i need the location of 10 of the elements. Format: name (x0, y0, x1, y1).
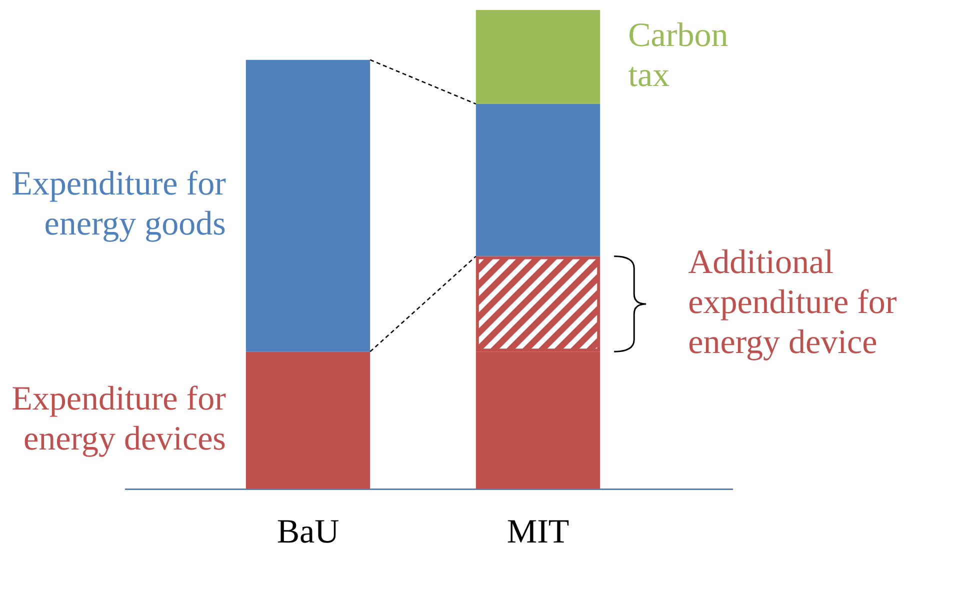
bar (476, 104, 600, 256)
series-label: Expenditure for energy devices (12, 380, 227, 458)
x-tick-label: MIT (506, 514, 570, 551)
bar (246, 352, 370, 490)
x-tick-label: BaU (276, 514, 340, 551)
bar (246, 60, 370, 352)
series-label: Carbon tax (628, 16, 728, 94)
bar (476, 10, 600, 104)
series-label: Expenditure for energy goods (12, 166, 227, 243)
text: Additional expenditure for energy device (688, 244, 898, 361)
